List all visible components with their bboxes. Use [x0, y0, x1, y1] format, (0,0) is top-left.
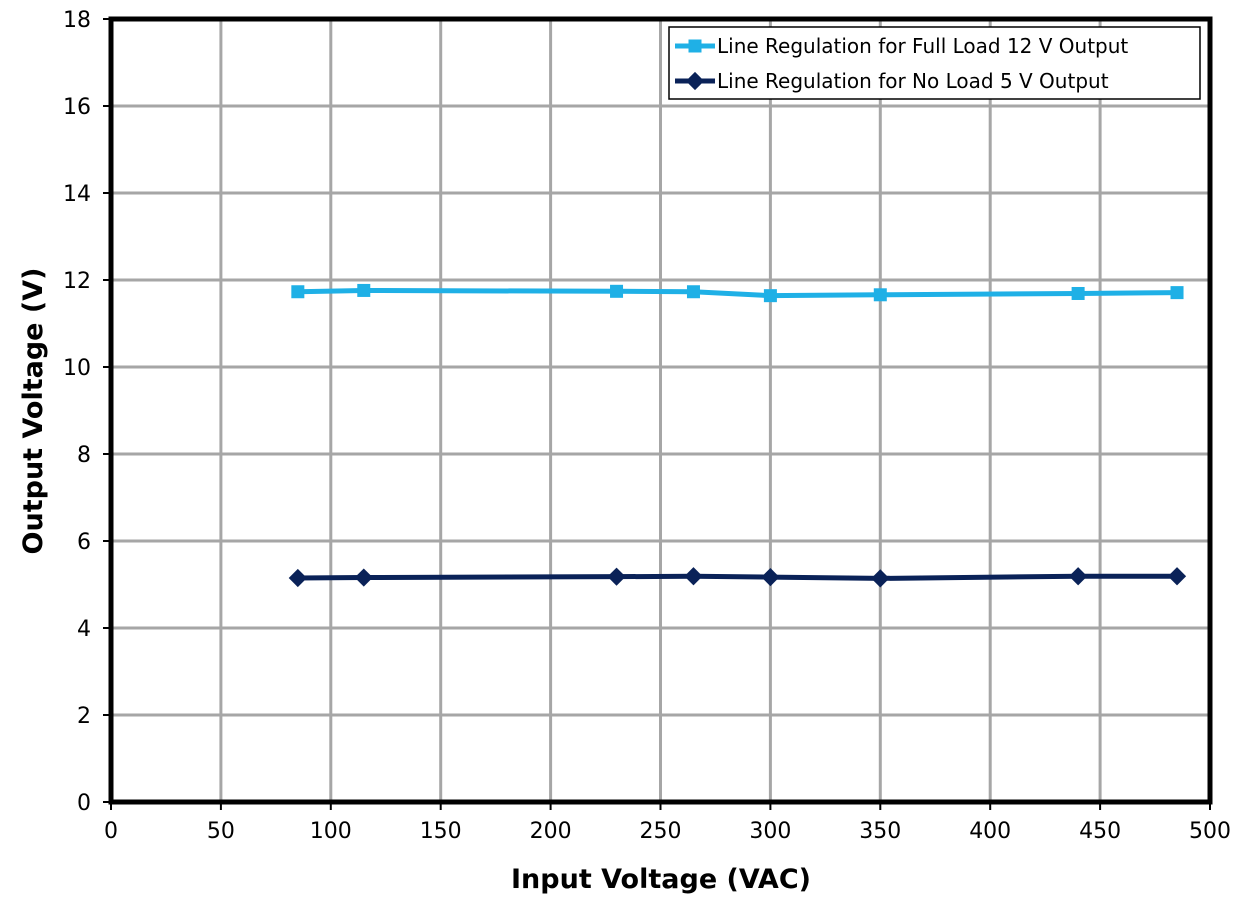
- y-tick-label: 4: [77, 617, 91, 642]
- data-point: [873, 288, 887, 302]
- x-tick-label: 300: [749, 819, 791, 844]
- y-tick-label: 14: [63, 182, 91, 207]
- y-tick-label: 6: [77, 530, 91, 555]
- legend-box: [668, 26, 1201, 100]
- x-tick-label: 400: [969, 819, 1011, 844]
- x-tick-label: 100: [310, 819, 352, 844]
- data-point: [686, 285, 700, 299]
- data-point: [1069, 567, 1088, 586]
- x-tick-label: 250: [640, 819, 682, 844]
- series-group: [288, 283, 1187, 588]
- data-point: [1071, 286, 1085, 300]
- data-point: [288, 568, 307, 588]
- legend-item: Line Regulation for No Load 5 V Output: [675, 69, 1109, 93]
- data-point: [871, 569, 890, 588]
- series-2: [288, 567, 1187, 588]
- y-tick-label: 12: [63, 269, 91, 294]
- legend: Line Regulation for Full Load 12 V Outpu…: [668, 26, 1201, 100]
- y-tick-label: 0: [77, 791, 91, 816]
- data-point: [1167, 567, 1187, 586]
- x-tick-label: 200: [530, 819, 572, 844]
- data-point: [357, 283, 371, 297]
- data-point: [607, 567, 626, 586]
- x-tick-label: 150: [420, 819, 462, 844]
- y-tick-label: 2: [77, 704, 91, 729]
- x-tick-label: 50: [207, 819, 235, 844]
- grid: [111, 17, 1212, 802]
- x-tick-label: 350: [859, 819, 901, 844]
- data-point: [684, 567, 703, 586]
- data-point: [291, 285, 305, 299]
- data-point: [354, 568, 373, 587]
- legend-swatch-marker: [685, 71, 705, 91]
- axes: 0 50 100 150 200 250 300 350 400 450 500 0 2 4 6 8 10 12 1…: [63, 8, 1231, 844]
- x-axis-title: Input Voltage (VAC): [511, 864, 811, 895]
- y-tick-label: 16: [63, 95, 91, 120]
- series-line: [297, 287, 1178, 299]
- y-tick-label: 10: [63, 356, 91, 381]
- legend-label: Line Regulation for No Load 5 V Output: [717, 69, 1109, 93]
- y-tick-label: 18: [63, 8, 91, 33]
- legend-swatch-marker: [688, 39, 702, 53]
- legend-label: Line Regulation for Full Load 12 V Outpu…: [717, 34, 1128, 58]
- data-point: [763, 289, 777, 303]
- y-tick-label: 8: [77, 443, 91, 468]
- legend-item: Line Regulation for Full Load 12 V Outpu…: [675, 34, 1128, 58]
- series-line: [297, 573, 1178, 581]
- data-point: [610, 284, 624, 298]
- y-axis-title: Output Voltage (V): [18, 268, 49, 555]
- x-tick-label: 450: [1079, 819, 1121, 844]
- x-tick-label: 500: [1189, 819, 1231, 844]
- data-point: [1170, 286, 1184, 300]
- data-point: [761, 568, 780, 587]
- series-1: [291, 283, 1184, 303]
- x-tick-label: 0: [104, 819, 118, 844]
